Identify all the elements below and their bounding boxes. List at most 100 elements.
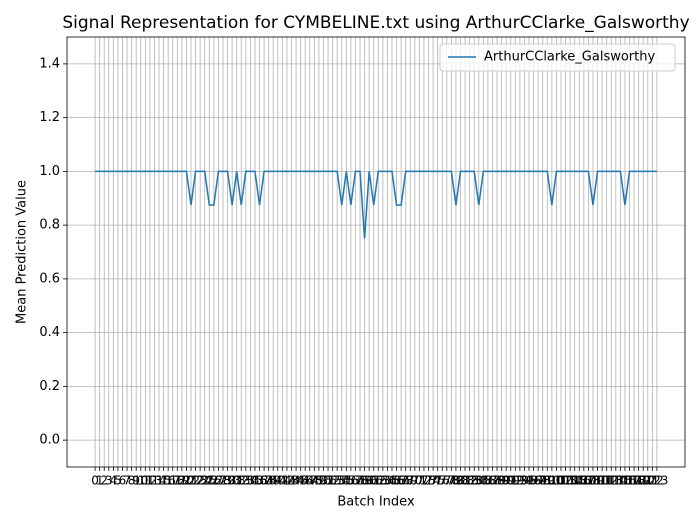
x-tick-label: 115 xyxy=(609,474,632,488)
x-tick-label: 104 xyxy=(559,474,582,488)
x-tick-label: 22 xyxy=(188,474,203,488)
x-tick-label: 90 xyxy=(499,474,514,488)
x-tick-label: 34 xyxy=(243,474,258,488)
x-tick-label: 116 xyxy=(613,474,636,488)
x-tick-label: 114 xyxy=(604,474,627,488)
x-tick-label: 44 xyxy=(288,474,303,488)
x-tick-label: 101 xyxy=(545,474,568,488)
x-tick-label: 48 xyxy=(307,474,322,488)
x-tick-label: 46 xyxy=(298,474,313,488)
x-tick-label: 27 xyxy=(211,474,226,488)
x-tick-label: 64 xyxy=(380,474,395,488)
x-tick-label: 9 xyxy=(132,474,140,488)
x-tick-label: 53 xyxy=(330,474,345,488)
x-tick-label: 50 xyxy=(316,474,331,488)
x-tick-label: 72 xyxy=(416,474,431,488)
x-tick-label: 78 xyxy=(444,474,459,488)
y-axis-label: Mean Prediction Value xyxy=(15,180,30,324)
x-tick-label: 98 xyxy=(535,474,550,488)
x-tick-label: 67 xyxy=(393,474,408,488)
x-tick-label: 97 xyxy=(531,474,546,488)
x-tick-label: 51 xyxy=(320,474,335,488)
y-tick-label: 0.2 xyxy=(39,379,60,394)
x-tick-label: 106 xyxy=(568,474,591,488)
x-tick-label: 49 xyxy=(311,474,326,488)
x-tick-label: 4 xyxy=(110,474,118,488)
y-tick-label: 1.4 xyxy=(39,56,60,71)
plot-frame xyxy=(66,36,686,468)
x-tick-label: 14 xyxy=(151,474,166,488)
x-tick-label: 45 xyxy=(293,474,308,488)
x-tick-label: 7 xyxy=(123,474,131,488)
x-tick-label: 19 xyxy=(174,474,189,488)
x-tick-label: 6 xyxy=(119,474,127,488)
x-tick-label: 122 xyxy=(641,474,664,488)
x-tick-label: 16 xyxy=(161,474,176,488)
x-tick-label: 107 xyxy=(572,474,595,488)
x-tick-label: 76 xyxy=(435,474,450,488)
x-tick-label: 24 xyxy=(197,474,212,488)
x-tick-label: 23 xyxy=(193,474,208,488)
x-tick-label: 42 xyxy=(279,474,294,488)
x-tick-label: 1 xyxy=(96,474,104,488)
x-tick-label: 0 xyxy=(91,474,99,488)
x-tick-label: 99 xyxy=(540,474,555,488)
x-tick-label: 119 xyxy=(627,474,650,488)
x-tick-label: 39 xyxy=(266,474,281,488)
x-tick-label: 96 xyxy=(526,474,541,488)
x-tick-label: 102 xyxy=(550,474,573,488)
x-tick-label: 61 xyxy=(366,474,381,488)
x-tick-label: 18 xyxy=(170,474,185,488)
x-tick-label: 15 xyxy=(156,474,171,488)
x-tick-label: 113 xyxy=(600,474,623,488)
x-tick-label: 71 xyxy=(412,474,427,488)
y-tick-label: 1.2 xyxy=(39,110,60,125)
x-tick-label: 11 xyxy=(138,474,153,488)
y-tick-label: 0.4 xyxy=(39,325,60,340)
x-tick-label: 91 xyxy=(503,474,518,488)
x-tick-label: 35 xyxy=(247,474,262,488)
x-tick-label: 29 xyxy=(220,474,235,488)
x-tick-label: 59 xyxy=(357,474,372,488)
x-tick-label: 70 xyxy=(407,474,422,488)
x-tick-label: 118 xyxy=(623,474,646,488)
y-tick-label: 0.8 xyxy=(39,218,60,233)
x-tick-label: 52 xyxy=(325,474,340,488)
x-tick-label: 25 xyxy=(202,474,217,488)
x-tick-label: 117 xyxy=(618,474,641,488)
y-tick-label: 0.0 xyxy=(39,433,60,448)
x-tick-label: 95 xyxy=(521,474,536,488)
x-tick-label: 81 xyxy=(457,474,472,488)
x-tick-label: 108 xyxy=(577,474,600,488)
x-tick-label: 79 xyxy=(448,474,463,488)
x-tick-label: 93 xyxy=(512,474,527,488)
x-tick-label: 111 xyxy=(591,474,614,488)
x-tick-label: 103 xyxy=(554,474,577,488)
x-tick-label: 92 xyxy=(508,474,523,488)
x-tick-label: 40 xyxy=(270,474,285,488)
x-tick-label: 105 xyxy=(563,474,586,488)
x-tick-label: 87 xyxy=(485,474,500,488)
x-tick-label: 94 xyxy=(517,474,532,488)
x-tick-label: 28 xyxy=(215,474,230,488)
x-tick-label: 109 xyxy=(582,474,605,488)
chart-title: Signal Representation for CYMBELINE.txt … xyxy=(62,13,689,33)
x-tick-label: 30 xyxy=(224,474,239,488)
x-tick-label: 121 xyxy=(636,474,659,488)
x-tick-label: 58 xyxy=(352,474,367,488)
x-tick-label: 84 xyxy=(471,474,486,488)
x-tick-label: 21 xyxy=(183,474,198,488)
y-tick-label: 0.6 xyxy=(39,271,60,286)
x-tick-label: 60 xyxy=(362,474,377,488)
x-tick-label: 10 xyxy=(133,474,148,488)
x-tick-label: 63 xyxy=(375,474,390,488)
x-tick-label: 56 xyxy=(343,474,358,488)
x-tick-label: 65 xyxy=(384,474,399,488)
x-tick-label: 69 xyxy=(403,474,418,488)
x-tick-label: 20 xyxy=(179,474,194,488)
x-tick-label: 100 xyxy=(540,474,563,488)
x-tick-label: 74 xyxy=(425,474,440,488)
x-tick-label: 8 xyxy=(128,474,136,488)
x-tick-label: 17 xyxy=(165,474,180,488)
